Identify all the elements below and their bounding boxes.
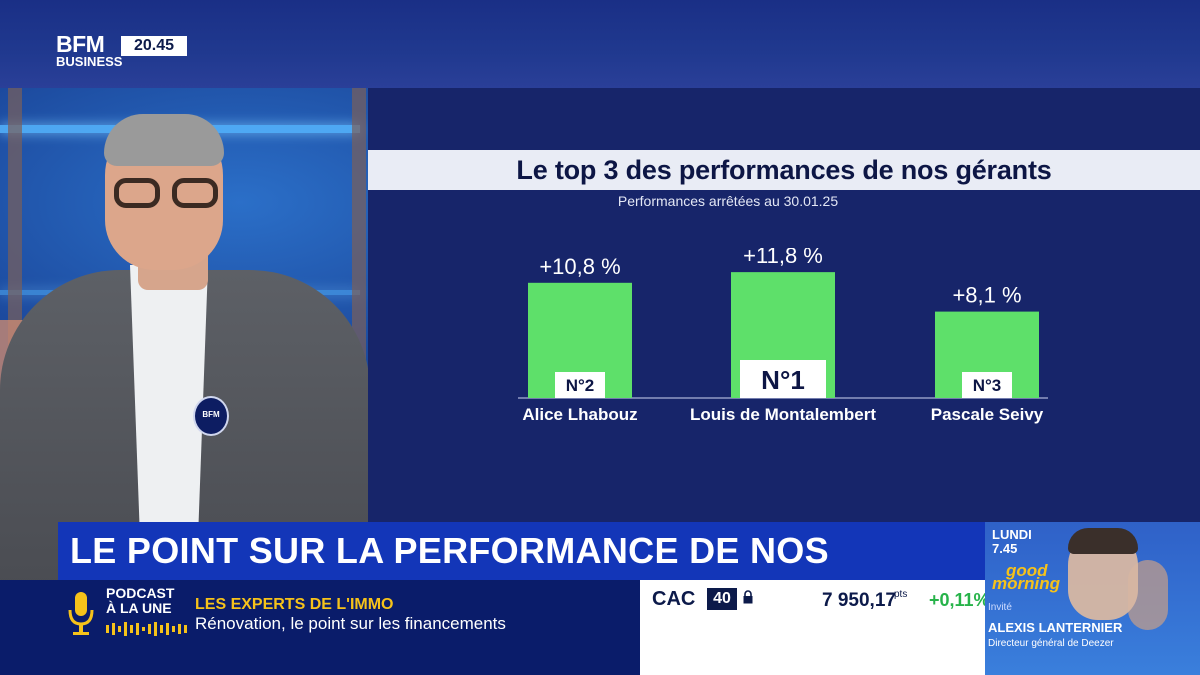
- promo-day: LUNDI: [992, 527, 1032, 542]
- logo-sub: BUSINESS: [56, 54, 123, 69]
- guest-role: Directeur général de Deezer: [988, 638, 1114, 649]
- show-logo-line2: morning: [992, 574, 1060, 593]
- rank-label: N°1: [761, 365, 805, 395]
- promo-time: 7.45: [992, 541, 1018, 556]
- broadcast-clock: 20.45: [121, 36, 187, 56]
- index-change: +0,11%: [929, 590, 990, 610]
- presenter: BFM: [0, 100, 370, 590]
- lock-icon: [743, 590, 753, 604]
- podcast-block: PODCAST À LA UNE: [66, 586, 196, 646]
- index-name: CAC: [652, 588, 696, 610]
- presenter-hair: [104, 114, 224, 166]
- bar-chart: +10,8 % N°2 Alice Lhabouz +11,8 % N°1 Louis d…: [518, 248, 1048, 424]
- rank-label: N°3: [973, 376, 1002, 395]
- glasses-icon: [110, 178, 222, 210]
- chart-panel: Le top 3 des performances de nos gérants…: [368, 88, 1200, 524]
- bar-value-label: +8,1 %: [952, 283, 1021, 308]
- category-label: Louis de Montalembert: [690, 405, 876, 424]
- bar-value-label: +11,8 %: [743, 248, 823, 268]
- guest-hair: [1068, 528, 1138, 554]
- podcast-label: PODCAST: [106, 585, 175, 601]
- headline-banner: LE POINT SUR LA PERFORMANCE DE NOS GÉRAN…: [58, 522, 988, 629]
- chart-title: Le top 3 des performances de nos gérants: [368, 150, 1200, 190]
- category-label: Pascale Seivy: [931, 405, 1044, 424]
- rank-badge: [555, 372, 605, 398]
- microphone-icon: BFM: [193, 396, 229, 436]
- index-value: 7 950,17: [822, 590, 896, 611]
- podcast-label-2: À LA UNE: [106, 600, 172, 616]
- index-unit: pts: [894, 589, 908, 600]
- podcast-show-subtitle: Rénovation, le point sur les financement…: [195, 614, 506, 633]
- index-number: 40: [707, 588, 737, 610]
- rank-label: N°2: [566, 376, 595, 395]
- channel-logo: BFM BUSINESS: [56, 33, 122, 69]
- guest-name: ALEXIS LANTERNIER: [988, 620, 1123, 635]
- logo-main: BFM: [56, 31, 105, 57]
- audio-wave-icon: [106, 622, 187, 636]
- studio-ceiling: [0, 0, 1200, 88]
- podcast-mic-icon: [68, 592, 94, 635]
- category-label: Alice Lhabouz: [522, 405, 637, 424]
- show-logo-line1: good: [1006, 561, 1048, 580]
- bar-value-label: +10,8 %: [539, 254, 620, 279]
- rank-badge: [740, 360, 826, 398]
- guest-label: Invité: [988, 602, 1012, 613]
- podcast-show-title: LES EXPERTS DE L'IMMO: [195, 596, 394, 613]
- chart-subtitle: Performances arrêtées au 30.01.25: [617, 193, 839, 209]
- rank-badge: [962, 372, 1012, 398]
- market-ticker: [640, 580, 985, 675]
